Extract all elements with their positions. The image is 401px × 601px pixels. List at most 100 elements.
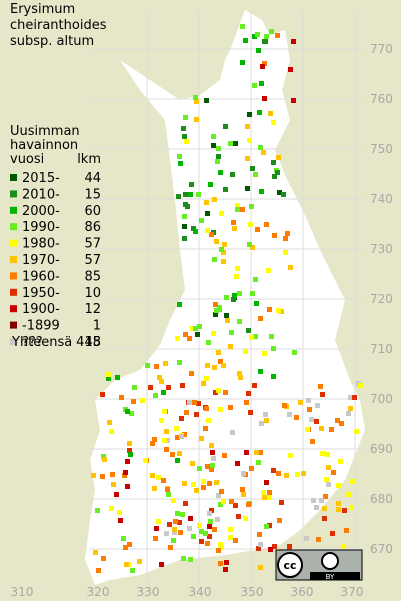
observation-square bbox=[122, 473, 127, 478]
observation-square bbox=[209, 467, 214, 472]
observation-square bbox=[175, 511, 180, 516]
observation-square bbox=[315, 403, 320, 408]
observation-square bbox=[336, 501, 341, 506]
legend-label: 1970- bbox=[22, 253, 60, 268]
observation-square bbox=[232, 293, 237, 298]
observation-square bbox=[267, 490, 272, 495]
observation-square bbox=[219, 211, 224, 216]
observation-square bbox=[246, 502, 251, 507]
y-coordinate-label: 750 bbox=[370, 142, 393, 156]
legend-label: -1899 bbox=[22, 319, 60, 334]
observation-square bbox=[199, 218, 204, 223]
observation-square bbox=[269, 334, 274, 339]
observation-square bbox=[331, 470, 336, 475]
observation-square bbox=[207, 534, 212, 539]
observation-square bbox=[123, 545, 128, 550]
observation-square bbox=[174, 426, 179, 431]
observation-square bbox=[259, 81, 264, 86]
observation-square bbox=[183, 332, 188, 337]
observation-square bbox=[127, 441, 132, 446]
observation-square bbox=[127, 448, 132, 453]
observation-square bbox=[216, 493, 221, 498]
observation-square bbox=[228, 141, 233, 146]
observation-square bbox=[255, 32, 260, 37]
observation-square bbox=[111, 482, 116, 487]
observation-square bbox=[342, 508, 347, 513]
observation-square bbox=[292, 350, 297, 355]
legend-label: 2015- bbox=[22, 171, 60, 186]
observation-square bbox=[314, 419, 319, 424]
observation-square bbox=[182, 432, 187, 437]
observation-square bbox=[277, 518, 282, 523]
cc-circle bbox=[277, 552, 303, 578]
observation-square bbox=[127, 542, 132, 547]
observation-square bbox=[199, 529, 204, 534]
observation-square bbox=[190, 461, 195, 466]
observation-square bbox=[291, 39, 296, 44]
by-text: BY bbox=[326, 573, 335, 581]
observation-square bbox=[250, 291, 255, 296]
observation-square bbox=[219, 489, 224, 494]
observation-square bbox=[294, 415, 299, 420]
observation-square bbox=[288, 453, 293, 458]
observation-square bbox=[179, 434, 184, 439]
observation-square bbox=[291, 98, 296, 103]
observation-square bbox=[171, 498, 176, 503]
observation-square bbox=[229, 330, 234, 335]
observation-square bbox=[187, 400, 192, 405]
observation-square bbox=[240, 487, 245, 492]
legend-swatch bbox=[10, 206, 17, 214]
observation-square bbox=[153, 536, 158, 541]
legend-swatch bbox=[10, 305, 17, 313]
observation-square bbox=[124, 562, 129, 567]
observation-square bbox=[201, 479, 206, 484]
observation-square bbox=[163, 361, 168, 366]
observation-square bbox=[176, 194, 181, 199]
observation-square bbox=[336, 507, 341, 512]
observation-square bbox=[247, 112, 252, 117]
observation-square bbox=[130, 568, 135, 573]
observation-square bbox=[217, 307, 222, 312]
observation-square bbox=[233, 141, 238, 146]
observation-square bbox=[175, 336, 180, 341]
x-coordinate-label: 370 bbox=[341, 585, 364, 599]
observation-square bbox=[150, 441, 155, 446]
observation-square bbox=[205, 464, 210, 469]
observation-square bbox=[154, 364, 159, 369]
x-coordinate-label: 340 bbox=[189, 585, 212, 599]
observation-square bbox=[208, 519, 213, 524]
observation-square bbox=[254, 301, 259, 306]
observation-square bbox=[166, 385, 171, 390]
observation-square bbox=[319, 498, 324, 503]
observation-square bbox=[93, 550, 98, 555]
y-coordinate-label: 720 bbox=[370, 292, 393, 306]
y-coordinate-label: 670 bbox=[370, 542, 393, 556]
observation-square bbox=[203, 531, 208, 536]
observation-square bbox=[110, 472, 115, 477]
observation-square bbox=[115, 375, 120, 380]
observation-square bbox=[267, 495, 272, 500]
observation-square bbox=[201, 485, 206, 490]
observation-square bbox=[214, 480, 219, 485]
legend-label: 1960- bbox=[22, 269, 60, 284]
observation-square bbox=[287, 544, 292, 549]
observation-square bbox=[212, 527, 217, 532]
cc-text: cc bbox=[283, 559, 296, 572]
observation-square bbox=[349, 505, 354, 510]
observation-square bbox=[218, 502, 223, 507]
observation-square bbox=[215, 159, 220, 164]
observation-square bbox=[206, 340, 211, 345]
observation-square bbox=[326, 482, 331, 487]
observation-square bbox=[164, 429, 169, 434]
observation-square bbox=[264, 480, 269, 485]
legend-count: 10 bbox=[84, 286, 101, 301]
observation-square bbox=[301, 471, 306, 476]
observation-square bbox=[209, 443, 214, 448]
observation-square bbox=[235, 207, 240, 212]
observation-square bbox=[306, 398, 311, 403]
observation-square bbox=[205, 541, 210, 546]
observation-square bbox=[178, 530, 183, 535]
observation-square bbox=[165, 438, 170, 443]
observation-square bbox=[216, 350, 221, 355]
